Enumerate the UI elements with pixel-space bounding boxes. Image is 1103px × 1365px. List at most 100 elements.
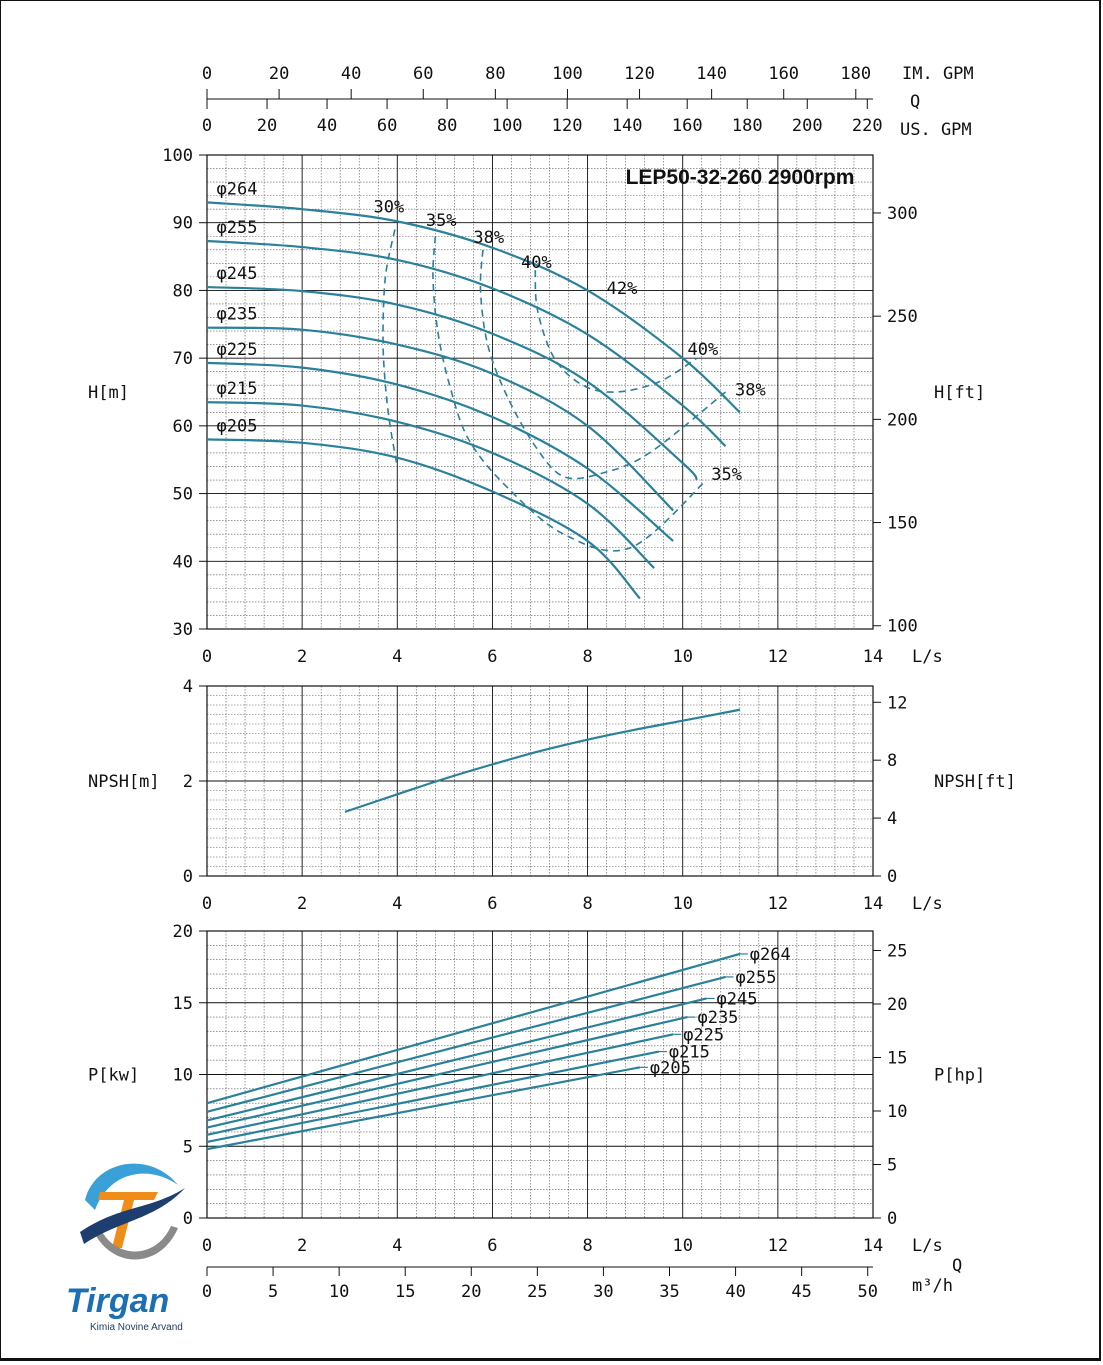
us-gpm-label: US. GPM: [900, 120, 972, 140]
m3h-tick-label: 25: [527, 1282, 547, 1302]
efficiency-curve: [534, 270, 698, 393]
x-tick-label: 10: [672, 894, 692, 914]
im-gpm-tick-label: 140: [696, 64, 727, 84]
power-curve-label: φ264: [750, 945, 791, 965]
im-gpm-tick-label: 180: [840, 64, 871, 84]
power-curve-label: φ225: [683, 1025, 724, 1045]
x-tick-label: 4: [392, 894, 402, 914]
y-tick-label: 30: [173, 620, 193, 640]
m3h-tick-label: 50: [857, 1282, 877, 1302]
y-tick-label: 15: [173, 994, 193, 1014]
x-tick-label: 4: [392, 647, 402, 667]
y-axis-label: NPSH[m]: [88, 772, 160, 792]
us-gpm-tick-label: 220: [852, 116, 883, 136]
tirgan-logo: Tirgan Kimia Novine Arvand: [66, 1163, 185, 1333]
impeller-label: φ235: [217, 305, 258, 325]
logo-swoosh-icon: [85, 1163, 178, 1210]
x-tick-label: 4: [392, 1236, 402, 1256]
efficiency-curve: [382, 229, 399, 467]
logo-wordmark: Tirgan: [66, 1282, 169, 1320]
x-tick-label: 2: [297, 647, 307, 667]
impeller-label: φ225: [217, 340, 258, 360]
m3h-tick-label: 0: [202, 1282, 212, 1302]
x-tick-label: 10: [672, 1236, 692, 1256]
y-tick-label: 0: [183, 867, 193, 887]
efficiency-label: 42%: [607, 279, 638, 299]
q-label-bottom: Q: [952, 1256, 962, 1276]
y-right-tick-label: 200: [887, 410, 918, 430]
y-tick-label: 20: [173, 922, 193, 942]
x-tick-label: 0: [202, 894, 212, 914]
y-right-tick-label: 25: [887, 941, 907, 961]
head-curve: [206, 201, 741, 414]
m3h-tick-label: 45: [791, 1282, 811, 1302]
y-right-tick-label: 4: [887, 809, 897, 829]
us-gpm-tick-label: 40: [317, 116, 337, 136]
plot-frame: [206, 154, 874, 630]
im-gpm-tick-label: 0: [202, 64, 212, 84]
x-tick-label: 0: [202, 647, 212, 667]
us-gpm-tick-label: 100: [492, 116, 523, 136]
x-axis-label: L/s: [912, 894, 943, 914]
efficiency-label: 38%: [735, 380, 766, 400]
x-axis-label: L/s: [912, 647, 943, 667]
power-curve: [206, 1016, 688, 1129]
logo-tagline: Kimia Novine Arvand: [90, 1322, 183, 1333]
efficiency-label: 30%: [374, 198, 405, 218]
y-right-tick-label: 0: [887, 867, 897, 887]
m3h-tick-label: 20: [461, 1282, 481, 1302]
us-gpm-tick-label: 160: [672, 116, 703, 136]
m3h-tick-label: 15: [395, 1282, 415, 1302]
x-tick-label: 8: [582, 647, 592, 667]
x-tick-label: 12: [768, 894, 788, 914]
y-tick-label: 100: [162, 146, 193, 166]
impeller-label: φ205: [217, 416, 258, 436]
y-right-tick-label: 20: [887, 995, 907, 1015]
us-gpm-tick-label: 60: [377, 116, 397, 136]
impeller-label: φ245: [217, 264, 258, 284]
power-curve: [206, 997, 707, 1122]
x-tick-label: 6: [487, 894, 497, 914]
x-axis-label: L/s: [912, 1236, 943, 1256]
head-curve: [206, 285, 698, 481]
im-gpm-tick-label: 60: [413, 64, 433, 84]
y-tick-label: 80: [173, 281, 193, 301]
x-tick-label: 14: [863, 894, 883, 914]
x-tick-label: 8: [582, 894, 592, 914]
x-tick-label: 6: [487, 647, 497, 667]
logo-gear-icon: [92, 1226, 178, 1260]
y-tick-label: 10: [173, 1066, 193, 1086]
im-gpm-tick-label: 20: [269, 64, 289, 84]
power-curve: [206, 1066, 641, 1151]
x-tick-label: 6: [487, 1236, 497, 1256]
impeller-label: φ264: [217, 179, 258, 199]
us-gpm-tick-label: 20: [257, 116, 277, 136]
im-gpm-tick-label: 40: [341, 64, 361, 84]
x-tick-label: 8: [582, 1236, 592, 1256]
power-curve: [206, 975, 726, 1113]
efficiency-label: 40%: [687, 340, 718, 360]
y-right-tick-label: 5: [887, 1155, 897, 1175]
x-tick-label: 0: [202, 1236, 212, 1256]
im-gpm-label: IM. GPM: [902, 64, 974, 84]
power-curve: [206, 1050, 660, 1144]
y-right-tick-label: 250: [887, 307, 918, 327]
power-curve-label: φ205: [650, 1058, 691, 1078]
efficiency-label: 40%: [521, 253, 552, 273]
im-gpm-tick-label: 160: [768, 64, 799, 84]
efficiency-curve: [479, 249, 727, 480]
m3h-tick-label: 10: [329, 1282, 349, 1302]
logo-wave-icon: [80, 1188, 185, 1244]
head-curve: [206, 326, 674, 512]
efficiency-label: 38%: [473, 228, 504, 248]
us-gpm-tick-label: 0: [202, 116, 212, 136]
y-right-tick-label: 100: [887, 617, 918, 637]
y-tick-label: 2: [183, 772, 193, 792]
power-curve-label: φ235: [697, 1008, 738, 1028]
y-right-axis-label: NPSH[ft]: [934, 772, 1016, 792]
m3h-tick-label: 5: [268, 1282, 278, 1302]
impeller-label: φ255: [217, 218, 258, 238]
power-curve: [206, 1033, 674, 1136]
impeller-label: φ215: [217, 379, 258, 399]
